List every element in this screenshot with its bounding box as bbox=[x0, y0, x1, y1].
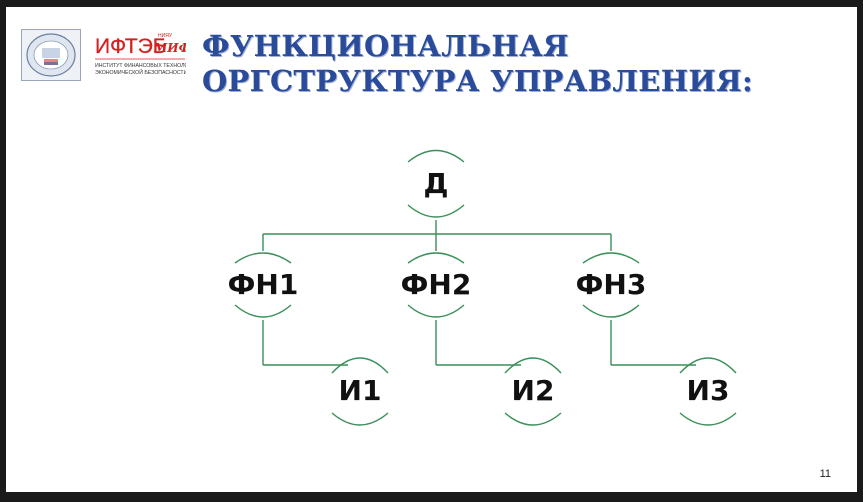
root-top-arc bbox=[407, 149, 465, 163]
fn3-top-arc bbox=[582, 252, 640, 264]
institute-abbr: ИФТЭБ bbox=[95, 35, 167, 58]
node-root: Д bbox=[423, 167, 449, 200]
fn2-top-arc bbox=[407, 252, 465, 264]
i2-bottom-arc bbox=[504, 412, 562, 426]
university-prefix: НИЯУ bbox=[158, 33, 173, 39]
title-line-1: ФУНКЦИОНАЛЬНАЯ bbox=[202, 29, 569, 63]
i3-bottom-arc bbox=[679, 412, 737, 426]
node-fn2: ФН2 bbox=[400, 268, 472, 301]
fn1-top-arc bbox=[234, 252, 292, 264]
slide: ИФТЭБ НИЯУ МИФИ ИНСТИТУТ ФИНАНСОВЫХ ТЕХН… bbox=[6, 7, 857, 492]
i3-top-arc bbox=[679, 357, 737, 374]
fn2-bottom-arc bbox=[407, 304, 465, 318]
node-i2: И2 bbox=[511, 374, 555, 407]
i2-top-arc bbox=[504, 357, 562, 374]
institute-full-line1: ИНСТИТУТ ФИНАНСОВЫХ ТЕХНОЛОГИЙ И bbox=[95, 61, 186, 69]
node-i3: И3 bbox=[686, 374, 730, 407]
university-emblem-logo bbox=[21, 29, 81, 81]
fn3-bottom-arc bbox=[582, 304, 640, 318]
node-fn1: ФН1 bbox=[227, 268, 299, 301]
institute-full-line2: ЭКОНОМИЧЕСКОЙ БЕЗОПАСНОСТИ bbox=[95, 68, 186, 76]
i1-bottom-arc bbox=[331, 412, 389, 426]
org-structure-diagram bbox=[234, 149, 737, 426]
node-i1: И1 bbox=[338, 374, 382, 407]
i1-top-arc bbox=[331, 357, 389, 374]
root-bottom-arc bbox=[407, 204, 465, 218]
page-number: 11 bbox=[819, 468, 831, 480]
slide-title: ФУНКЦИОНАЛЬНАЯ ОРГСТРУКТУРА УПРАВЛЕНИЯ: bbox=[202, 29, 822, 99]
node-fn3: ФН3 bbox=[575, 268, 647, 301]
title-line-2: ОРГСТРУКТУРА УПРАВЛЕНИЯ: bbox=[202, 64, 753, 98]
fn1-bottom-arc bbox=[234, 304, 292, 318]
